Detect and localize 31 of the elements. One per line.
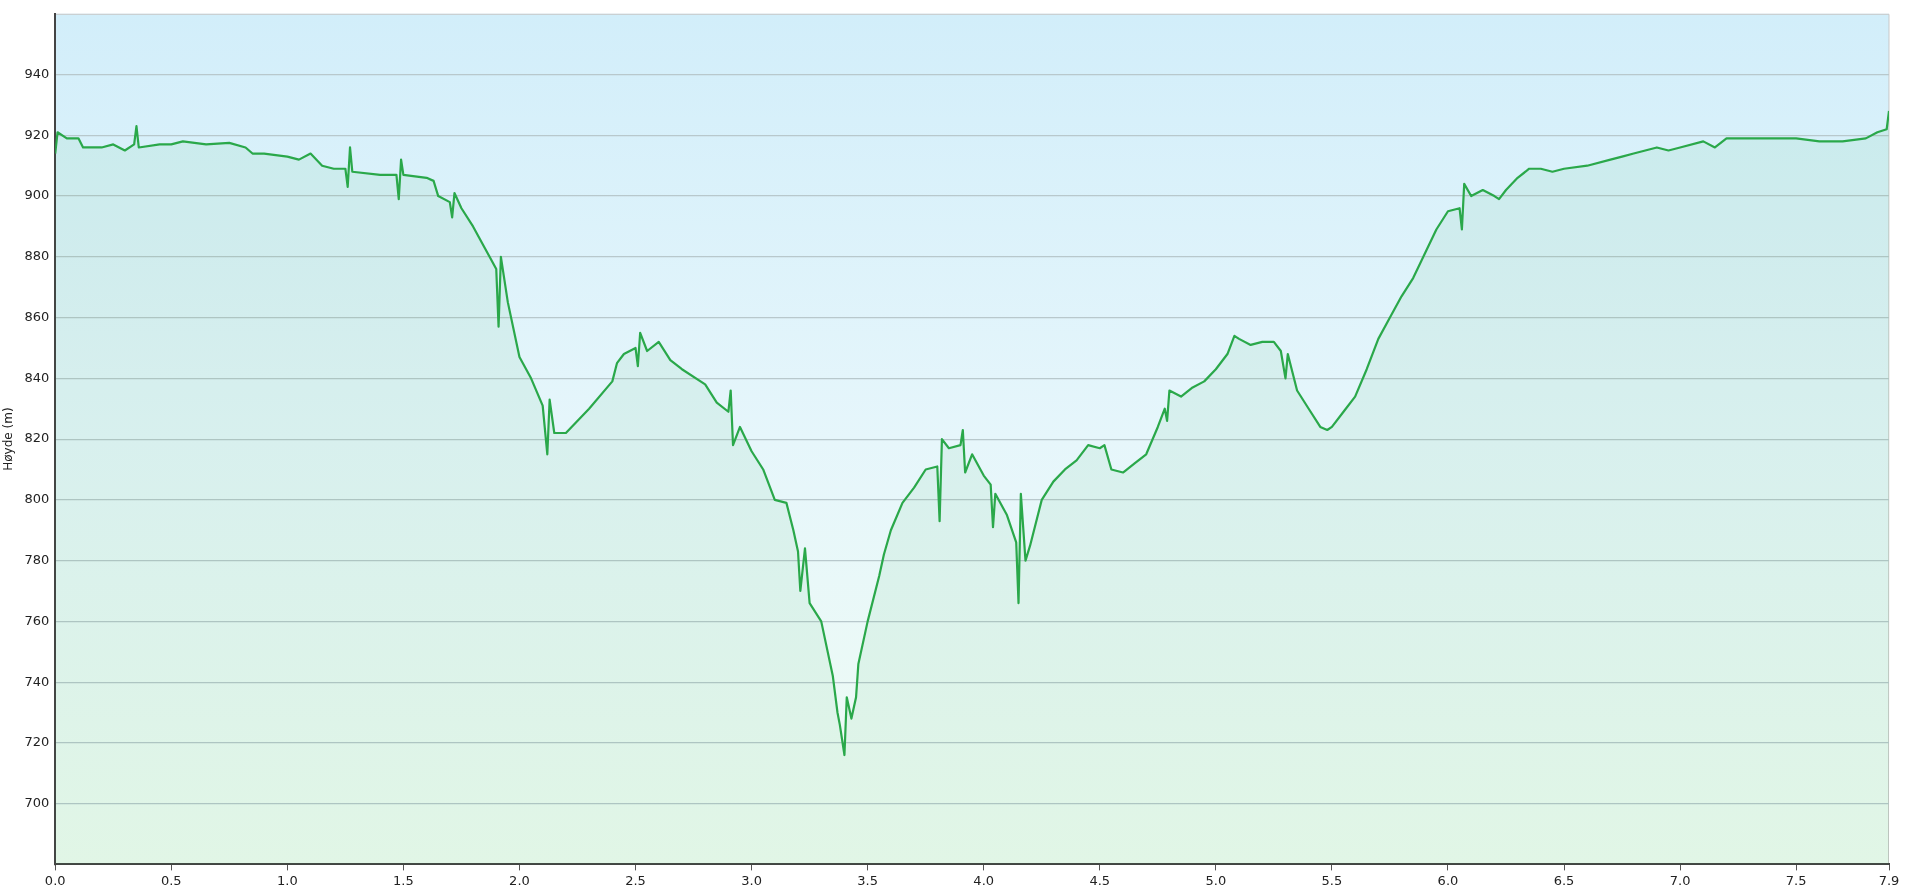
x-tick-label: 3.0	[741, 872, 762, 888]
y-axis-title: Høyde (m)	[1, 407, 16, 471]
x-tick-label: 4.0	[973, 872, 995, 888]
x-tick-label: 1.5	[393, 872, 414, 888]
x-tick-label: 7.9	[1878, 872, 1900, 888]
x-tick-label: 0.5	[160, 872, 182, 888]
y-tick-label: 740	[24, 673, 50, 689]
y-tick-label: 800	[24, 491, 50, 507]
y-tick-label: 880	[24, 248, 50, 264]
x-tick-label: 4.5	[1089, 872, 1111, 888]
y-tick-label: 900	[24, 187, 50, 203]
x-tick-label: 5.5	[1321, 872, 1343, 888]
x-tick-label: 0.0	[44, 872, 66, 888]
x-tick-label: 3.5	[857, 872, 878, 888]
y-tick-label: 720	[24, 734, 50, 750]
y-tick-label: 820	[24, 430, 50, 446]
y-tick-label: 920	[24, 126, 50, 142]
x-tick-label: 7.0	[1669, 872, 1691, 888]
x-tick-label: 2.5	[625, 872, 646, 888]
x-tick-label: 7.5	[1785, 872, 1807, 888]
x-tick-label: 6.5	[1553, 872, 1575, 888]
y-tick-label: 760	[24, 612, 50, 628]
y-tick-label: 860	[24, 308, 50, 324]
y-tick-label: 940	[24, 65, 50, 81]
x-tick-label: 5.0	[1205, 872, 1227, 888]
x-tick-label: 1.0	[276, 872, 298, 888]
y-tick-label: 840	[24, 369, 50, 385]
y-tick-label: 700	[24, 795, 50, 811]
x-tick-label: 2.0	[509, 872, 530, 888]
y-tick-label: 780	[24, 551, 50, 567]
x-tick-label: 6.0	[1437, 872, 1459, 888]
